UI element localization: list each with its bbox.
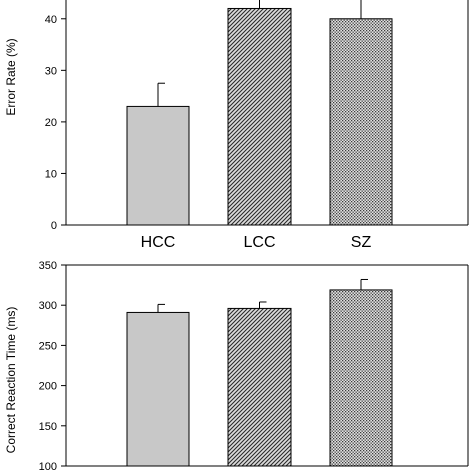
- error-rate-y-tick-label: 40: [45, 14, 57, 26]
- error-rate-chart: Error Rate (%) 0 10 20 30 40 HCC LCC SZ: [4, 0, 469, 251]
- reaction-time-plot-area: 100 150 200 250 300 350: [39, 260, 469, 473]
- error-rate-y-tick-label: 20: [45, 117, 57, 129]
- reaction-time-y-tick-label: 300: [39, 300, 57, 312]
- error-rate-bar-lcc: [227, 7, 292, 226]
- reaction-time-y-tick-label: 100: [39, 461, 57, 473]
- reaction-time-y-axis-title: Correct Reaction Time (ms): [4, 307, 18, 454]
- reaction-time-bar-hcc: [126, 311, 190, 467]
- reaction-time-y-tick-label: 150: [39, 421, 57, 433]
- error-rate-bar-hcc: [126, 105, 190, 226]
- error-rate-bar-sz: [329, 18, 393, 226]
- reaction-time-y-tick-label: 250: [39, 340, 57, 352]
- error-rate-category-label: HCC: [141, 234, 176, 251]
- reaction-time-y-tick-label: 200: [39, 381, 57, 393]
- reaction-time-bar-lcc: [227, 307, 292, 467]
- error-rate-y-tick-label: 30: [45, 65, 57, 77]
- error-rate-plot-area: 0 10 20 30 40 HCC LCC SZ: [45, 0, 469, 251]
- error-rate-y-axis-title: Error Rate (%): [4, 38, 18, 115]
- error-rate-y-tick-label: 0: [51, 220, 57, 232]
- reaction-time-y-tick-label: 350: [39, 260, 57, 272]
- error-rate-category-label: LCC: [243, 234, 275, 251]
- error-rate-y-tick-label: 10: [45, 168, 57, 180]
- error-rate-category-label: SZ: [351, 234, 372, 251]
- reaction-time-bar-sz: [329, 289, 393, 467]
- reaction-time-chart: Correct Reaction Time (ms) 100 150 200 250 3…: [4, 260, 469, 473]
